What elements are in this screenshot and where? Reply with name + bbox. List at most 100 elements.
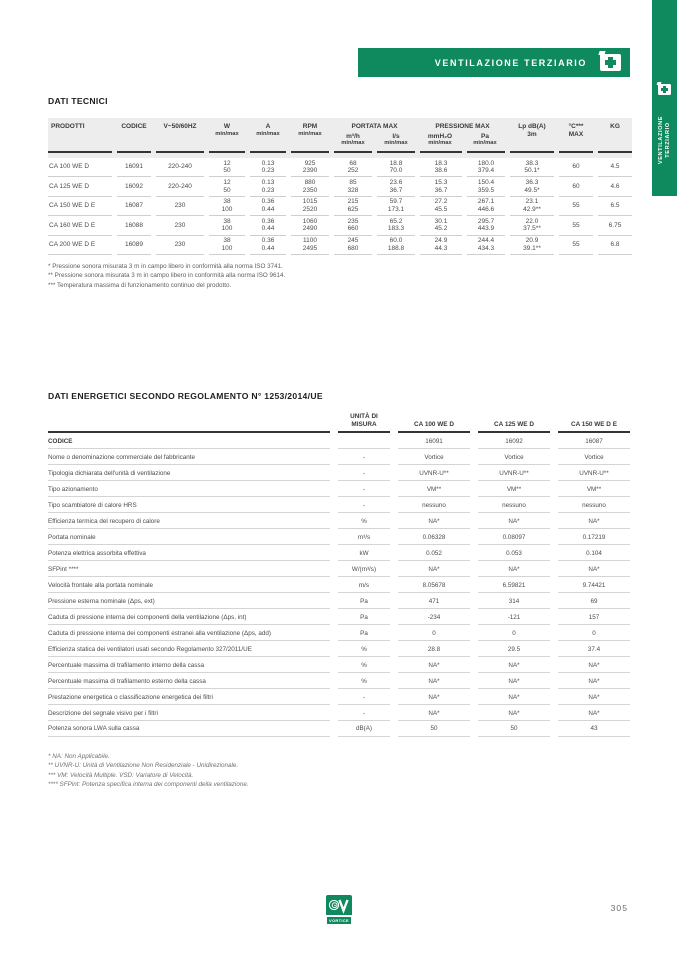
row-label: Efficienza termica del recupero di calor… <box>48 513 330 530</box>
page-number: 305 <box>610 903 628 913</box>
lp-minmax-value: 22.0 37.5** <box>510 216 554 236</box>
cell-value: 43 <box>558 721 630 737</box>
cell-value: 0.08097 <box>478 529 550 546</box>
a-minmax-value: 0.36 0.44 <box>250 216 286 236</box>
ls-min-value: 65.2 <box>389 217 403 225</box>
rpm-max-value: 2350 <box>302 186 318 194</box>
m3h-minmax-value: 68 252 <box>334 158 372 178</box>
energy-table-row: SFPint **** W/(m³/s) NA* NA* NA* <box>48 561 632 578</box>
m3h-max-value: 660 <box>347 225 359 233</box>
cell-value: NA* <box>558 673 630 689</box>
m3h-min-value: 245 <box>347 237 359 245</box>
unit-value: % <box>338 513 390 530</box>
temp-max-value: 55 <box>559 197 593 217</box>
w-min-value: 38 <box>223 217 231 225</box>
cell-value: 8.05678 <box>398 577 470 594</box>
energy-table-row: Caduta di pressione interna dei componen… <box>48 609 632 625</box>
energy-table-row: Prestazione energetica o classificazione… <box>48 689 632 705</box>
product-name: CA 100 WE D <box>48 158 112 178</box>
cell-value: 0 <box>398 625 470 641</box>
pressione-max-label: PRESSIONE MAX <box>435 123 490 130</box>
col-header-pa: Pa min/max <box>465 133 505 148</box>
voltage-value: 230 <box>156 216 204 236</box>
cell-value: Vortice <box>478 449 550 466</box>
kg-value: 4.6 <box>598 177 632 197</box>
w-max-value: 100 <box>221 244 233 252</box>
cell-value: NA* <box>478 705 550 721</box>
ls-min-value: 18.8 <box>389 159 403 167</box>
minmax-label: min/max <box>384 140 408 146</box>
temp-max-value: 60 <box>559 158 593 178</box>
product-name: CA 200 WE D E <box>48 236 112 255</box>
lp-max-value: 37.5** <box>523 225 541 233</box>
cell-value: NA* <box>558 705 630 721</box>
col-header-lp: Lp dB(A) 3m <box>510 123 554 149</box>
ls-min-value: 59.7 <box>389 198 403 206</box>
m3h-min-value: 68 <box>349 159 357 167</box>
product-name: CA 125 WE D <box>48 177 112 197</box>
cell-value: UVNR-U** <box>558 465 630 482</box>
lp-min-value: 20.9 <box>525 237 539 245</box>
cell-value: NA* <box>478 657 550 673</box>
cell-value: NA* <box>478 673 550 689</box>
w-max-value: 50 <box>223 167 231 175</box>
vortice-logo-text: VORTICE <box>326 916 352 925</box>
energy-table-header: UNITÀ DI MISURA CA 100 WE D CA 125 WE D … <box>48 413 632 434</box>
unit-value: Pa <box>338 609 390 625</box>
unit-value: - <box>338 465 390 482</box>
rpm-minmax-value: 1015 2520 <box>291 197 329 217</box>
cell-value: VM** <box>478 481 550 498</box>
unit-header-line1: UNITÀ DI <box>350 413 378 421</box>
codice-value: 16088 <box>117 216 151 236</box>
a-min-value: 0.36 <box>261 237 275 245</box>
page-content: DATI TECNICI PRODOTTI CODICE V~50/60HZ W… <box>48 96 632 790</box>
energy-table-row: Descrizione del segnale visivo per i fil… <box>48 705 632 721</box>
col-header-w-label: W <box>223 123 231 130</box>
document-plus-icon <box>656 81 671 95</box>
row-label: Potenza elettrica assorbita effettiva <box>48 545 330 562</box>
mmh2o-minmax-value: 18.3 38.6 <box>420 158 462 178</box>
cell-value: 0.052 <box>398 545 470 562</box>
minmax-label: min/max <box>256 130 280 137</box>
tech-footnotes: * Pressione sonora misurata 3 m in campo… <box>48 262 632 290</box>
mmh2o-label: mmH₂O <box>427 132 453 140</box>
energy-table-row: Percentuale massima di trafilamento este… <box>48 673 632 689</box>
lp-minmax-value: 36.3 49.5* <box>510 177 554 197</box>
tech-table-row: CA 200 WE D E 16089 230 38 100 0.36 0.44 1100 24… <box>48 236 632 255</box>
cell-value: 0.17219 <box>558 529 630 546</box>
m3h-max-value: 252 <box>347 167 359 175</box>
ls-minmax-value: 18.8 70.0 <box>377 158 415 178</box>
rpm-min-value: 1015 <box>302 198 318 206</box>
row-label: Percentuale massima di trafilamento este… <box>48 673 330 689</box>
footnote: ** Pressione sonora misurata 3 m in camp… <box>48 272 286 280</box>
cell-value: 157 <box>558 609 630 625</box>
lp-minmax-value: 20.9 39.1** <box>510 236 554 255</box>
energy-table-row: Tipo azionamento - VM** VM** VM** <box>48 481 632 498</box>
unit-value: % <box>338 657 390 673</box>
rpm-max-value: 2390 <box>302 167 318 175</box>
ls-minmax-value: 23.6 36.7 <box>377 177 415 197</box>
banner-label: VENTILAZIONE TERZIARIO <box>434 57 587 68</box>
unit-value: - <box>338 449 390 466</box>
energy-table-row: CODICE 16091 16092 16087 <box>48 433 632 450</box>
cell-value: 16092 <box>478 433 550 450</box>
w-max-value: 50 <box>223 186 231 194</box>
col-group-pressione-max: PRESSIONE MAX mmH₂O min/max Pa min/max <box>420 123 505 149</box>
document-plus-icon <box>598 51 621 71</box>
pa-min-value: 244.4 <box>477 237 495 245</box>
mmh2o-minmax-value: 15.3 36.7 <box>420 177 462 197</box>
w-min-value: 38 <box>223 198 231 206</box>
cell-value: NA* <box>558 513 630 530</box>
kg-value: 6.75 <box>598 216 632 236</box>
a-minmax-value: 0.13 0.23 <box>250 158 286 178</box>
energy-section-title: DATI ENERGETICI SECONDO REGOLAMENTO N° 1… <box>48 391 323 402</box>
cell-value: 314 <box>478 593 550 609</box>
w-min-value: 12 <box>223 159 231 167</box>
ls-min-value: 60.0 <box>389 237 403 245</box>
codice-value: 16091 <box>117 158 151 178</box>
pa-minmax-value: 150.4 359.5 <box>467 177 505 197</box>
side-tab-label-line2: TERZIARIO <box>665 122 671 158</box>
row-label: Tipo azionamento <box>48 481 330 498</box>
col-header-product-2: CA 125 WE D <box>478 413 550 434</box>
codice-value: 16087 <box>117 197 151 217</box>
